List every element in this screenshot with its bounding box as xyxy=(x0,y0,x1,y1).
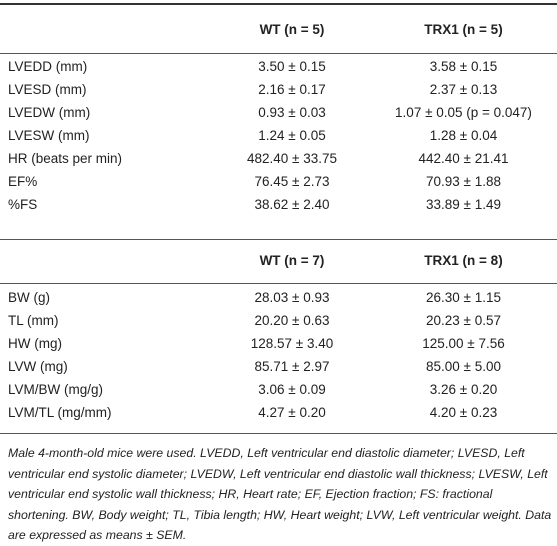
wt-value: 128.57 ± 3.40 xyxy=(250,336,334,351)
wt-value: 85.71 ± 2.97 xyxy=(254,359,330,374)
header-blank xyxy=(0,238,214,282)
top-rule xyxy=(0,3,557,5)
wt-value: 3.50 ± 0.15 xyxy=(258,59,326,74)
bottom-rule xyxy=(0,433,557,434)
row-label: EF% xyxy=(8,174,38,189)
trx1-value: 4.20 ± 0.23 xyxy=(429,405,498,420)
trx1-value: 125.00 ± 7.56 xyxy=(422,336,505,351)
row-label: LVEDD (mm) xyxy=(8,59,88,74)
row-label: HW (mg) xyxy=(8,336,62,351)
wt-value: 4.27 ± 0.20 xyxy=(258,405,326,420)
row-label: LVW (mg) xyxy=(8,359,68,374)
wt-value: 76.45 ± 2.73 xyxy=(254,174,330,189)
header-wt: WT (n = 7) xyxy=(259,252,325,268)
wt-value: 1.24 ± 0.05 xyxy=(258,128,326,143)
table-row: HR (beats per min) 482.40 ± 33.75 442.40 ±… xyxy=(0,147,557,170)
row-label: BW (g) xyxy=(8,290,50,305)
row-label: LVEDW (mm) xyxy=(8,105,91,120)
row-label: TL (mm) xyxy=(8,313,59,328)
table-row: TL (mm) 20.20 ± 0.63 20.23 ± 0.57 xyxy=(0,309,557,332)
wt-value: 28.03 ± 0.93 xyxy=(254,290,330,305)
table-row: LVESW (mm) 1.24 ± 0.05 1.28 ± 0.04 xyxy=(0,124,557,147)
row-label: LVESD (mm) xyxy=(8,82,87,97)
trx1-value: 1.07 ± 0.05 (p = 0.047) xyxy=(395,105,532,120)
header-rule-2 xyxy=(0,283,557,284)
wt-value: 3.06 ± 0.09 xyxy=(258,382,326,397)
trx1-value: 85.00 ± 5.00 xyxy=(426,359,501,374)
trx1-value: 20.23 ± 0.57 xyxy=(426,313,501,328)
section-rule xyxy=(0,239,557,240)
row-label: HR (beats per min) xyxy=(8,151,123,166)
table-row: %FS 38.62 ± 2.40 33.89 ± 1.49 xyxy=(0,193,557,216)
wt-value: 2.16 ± 0.17 xyxy=(258,82,326,97)
table-row: HW (mg) 128.57 ± 3.40 125.00 ± 7.56 xyxy=(0,332,557,355)
header-rule-1 xyxy=(0,53,557,54)
wt-value: 20.20 ± 0.63 xyxy=(254,313,330,328)
table-row: LVEDD (mm) 3.50 ± 0.15 3.58 ± 0.15 xyxy=(0,51,557,78)
row-label: %FS xyxy=(8,197,38,212)
table-row: EF% 76.45 ± 2.73 70.93 ± 1.88 xyxy=(0,170,557,193)
table-row: LVEDW (mm) 0.93 ± 0.03 1.07 ± 0.05 (p = 0.… xyxy=(0,101,557,124)
row-label: LVESW (mm) xyxy=(8,128,90,143)
trx1-value: 1.28 ± 0.04 xyxy=(429,128,498,143)
table-row: LVM/BW (mg/g) 3.06 ± 0.09 3.26 ± 0.20 xyxy=(0,378,557,401)
morphometry-table: WT (n = 7) TRX1 (n = 8) BW (g) 28.03 ± 0.… xyxy=(0,238,557,424)
header-trx1: TRX1 (n = 5) xyxy=(424,21,503,37)
trx1-value: 3.58 ± 0.15 xyxy=(429,59,498,74)
trx1-value: 442.40 ± 21.41 xyxy=(418,151,509,166)
trx1-value: 2.37 ± 0.13 xyxy=(429,82,498,97)
row-label: LVM/BW (mg/g) xyxy=(8,382,104,397)
table-row: LVESD (mm) 2.16 ± 0.17 2.37 ± 0.13 xyxy=(0,78,557,101)
trx1-value: 70.93 ± 1.88 xyxy=(426,174,501,189)
header-blank xyxy=(0,7,214,51)
wt-value: 0.93 ± 0.03 xyxy=(258,105,326,120)
table-row: LVM/TL (mg/mm) 4.27 ± 0.20 4.20 ± 0.23 xyxy=(0,401,557,424)
row-label: LVM/TL (mg/mm) xyxy=(8,405,112,420)
trx1-value: 26.30 ± 1.15 xyxy=(426,290,501,305)
trx1-value: 33.89 ± 1.49 xyxy=(426,197,501,212)
header-wt: WT (n = 5) xyxy=(259,21,325,37)
table-row: BW (g) 28.03 ± 0.93 26.30 ± 1.15 xyxy=(0,282,557,309)
trx1-value: 3.26 ± 0.20 xyxy=(429,382,498,397)
table-row: LVW (mg) 85.71 ± 2.97 85.00 ± 5.00 xyxy=(0,355,557,378)
table-footnote: Male 4-month-old mice were used. LVEDD, … xyxy=(8,446,552,542)
wt-value: 482.40 ± 33.75 xyxy=(247,151,337,166)
header-trx1: TRX1 (n = 8) xyxy=(424,252,503,268)
wt-value: 38.62 ± 2.40 xyxy=(254,197,330,212)
echo-table: WT (n = 5) TRX1 (n = 5) LVEDD (mm) 3.50 ±… xyxy=(0,7,557,216)
